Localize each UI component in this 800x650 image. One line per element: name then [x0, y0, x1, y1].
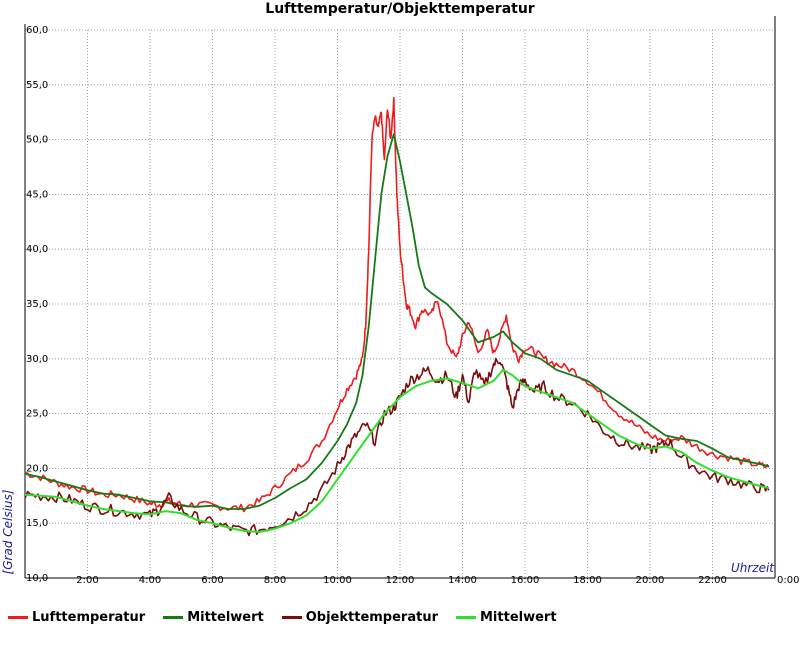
- x-tick-label: 16:00: [511, 575, 540, 586]
- x-tick-label: 18:00: [573, 575, 602, 586]
- series-line-4: [24, 368, 770, 533]
- x-tick-label: 4:00: [139, 575, 161, 586]
- y-tick-label: 15,0: [26, 518, 48, 529]
- legend-label: Mittelwert: [480, 609, 557, 625]
- x-tick-label: 8:00: [264, 575, 286, 586]
- plot-area: [24, 96, 770, 537]
- tick-labels: 10,0 15,0 20,0 25,0 30,0 35,0 40,0 45,0 50,0 55,0…: [26, 25, 799, 586]
- x-tick-label: 10:00: [323, 575, 352, 586]
- x-tick-label: 12:00: [386, 575, 415, 586]
- legend-item: Lufttemperatur: [8, 610, 145, 625]
- y-tick-label: 40,0: [26, 244, 48, 255]
- y-tick-label: 60,0: [26, 25, 48, 36]
- series-line-3: [24, 357, 770, 537]
- legend-swatch: [281, 615, 302, 619]
- x-tick-label: 14:00: [448, 575, 477, 586]
- legend-swatch: [163, 615, 184, 619]
- x-tick-label: 2:00: [76, 575, 98, 586]
- legend-item: Mittelwert: [163, 610, 264, 625]
- y-axis-label: [Grad Celsius]: [1, 489, 15, 574]
- y-tick-label: 45,0: [26, 189, 48, 200]
- grid: [25, 29, 775, 578]
- legend: Lufttemperatur Mittelwert Objekttemperatur…: [8, 606, 575, 628]
- y-tick-label: 10,0: [26, 573, 48, 584]
- legend-label: Objekttemperatur: [305, 609, 438, 625]
- legend-label: Lufttemperatur: [32, 609, 146, 625]
- legend-item: Objekttemperatur: [281, 609, 438, 625]
- chart-title: Lufttemperatur/Objekttemperatur: [265, 1, 535, 17]
- x-axis-label: Uhrzeit: [731, 561, 775, 575]
- x-tick-label: 6:00: [201, 575, 223, 586]
- x-tick-label: 20:00: [636, 575, 665, 586]
- legend-item: Mittelwert: [456, 610, 557, 625]
- y-tick-label: 55,0: [26, 80, 48, 91]
- x-tick-label: 22:00: [698, 575, 727, 586]
- axes: [24, 16, 776, 579]
- y-tick-label: 30,0: [26, 354, 48, 365]
- y-tick-label: 20,0: [26, 463, 48, 474]
- legend-swatch: [8, 615, 28, 619]
- x-tick-label: 0:00: [777, 575, 799, 586]
- legend-label: Mittelwert: [187, 609, 264, 625]
- y-tick-label: 25,0: [26, 409, 48, 420]
- y-tick-label: 50,0: [26, 135, 48, 146]
- y-tick-label: 35,0: [26, 299, 48, 310]
- legend-swatch: [456, 615, 476, 619]
